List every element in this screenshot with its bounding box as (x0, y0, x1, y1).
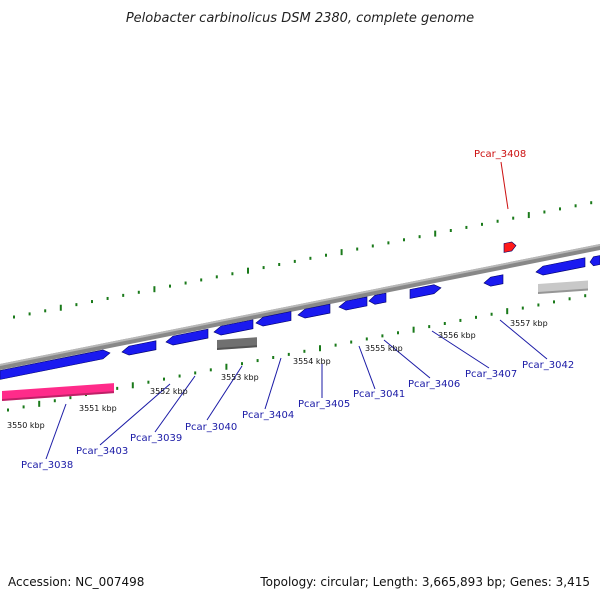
light-gene-block (538, 280, 588, 294)
leader-line (383, 339, 431, 379)
gene-arrow (297, 303, 331, 319)
gene-arrow (589, 255, 600, 267)
gene-arrow (0, 349, 111, 380)
leader-line (499, 319, 548, 360)
leader-line (99, 383, 171, 446)
leader-line (264, 357, 282, 410)
tick-label: 3554 kbp (293, 357, 331, 366)
gene-arrow (535, 257, 586, 276)
gene-arrow (409, 284, 442, 299)
tick-label-group: 3550 kbp 3551 kbp 3552 kbp 3553 kbp 3554 kbp… (7, 319, 548, 430)
genome-backbone (0, 244, 600, 370)
rna-gene-block-shadow (2, 391, 114, 401)
gene-label[interactable]: Pcar_3038 (21, 460, 73, 471)
pseudo-gene-block-shadow (217, 345, 257, 350)
label-leaders (45, 161, 548, 460)
tick-label: 3550 kbp (7, 421, 45, 430)
tick-label: 3553 kbp (221, 373, 259, 382)
gene-label[interactable]: Pcar_3041 (353, 389, 405, 400)
genome-summary: Topology: circular; Length: 3,665,893 bp… (259, 575, 590, 589)
gene-label[interactable]: Pcar_3405 (298, 399, 350, 410)
leader-line (358, 345, 376, 390)
gene-label[interactable]: Pcar_3407 (465, 369, 517, 380)
gene-arrow (213, 319, 254, 336)
leader-line (206, 365, 243, 421)
gene-arrow (368, 292, 387, 305)
tick-label: 3555 kbp (365, 344, 403, 353)
tick-label: 3551 kbp (79, 404, 117, 413)
gene-label[interactable]: Pcar_3403 (76, 446, 128, 457)
gene-label[interactable]: Pcar_3404 (242, 410, 294, 421)
leader-line (154, 375, 196, 433)
gene-arrow (165, 328, 209, 346)
outer-tick-track (13, 201, 593, 319)
gene-arrow (121, 340, 157, 356)
tick-label: 3556 kbp (438, 331, 476, 340)
gene-arrow (255, 311, 292, 327)
gene-arrow (483, 274, 504, 287)
gene-label[interactable]: Pcar_3039 (130, 433, 182, 444)
highlighted-gene-arrow (503, 241, 517, 253)
accession-label: Accession: NC_007498 (8, 575, 144, 589)
gene-label[interactable]: Pcar_3406 (408, 379, 460, 390)
gene-track (0, 241, 600, 401)
tick-label: 3557 kbp (510, 319, 548, 328)
light-gene-block-shadow (538, 288, 588, 294)
pseudo-gene-block (217, 337, 257, 350)
gene-label[interactable]: Pcar_3408 (474, 149, 526, 160)
rna-gene-block (2, 383, 114, 401)
tick-label: 3552 kbp (150, 387, 188, 396)
map-title: Pelobacter carbinolicus DSM 2380, comple… (126, 11, 474, 26)
leader-line (431, 330, 490, 369)
leader-line (45, 403, 67, 460)
gene-label[interactable]: Pcar_3040 (185, 422, 237, 433)
gene-arrow (338, 296, 368, 311)
leader-line (500, 161, 509, 210)
gene-label[interactable]: Pcar_3042 (522, 360, 574, 371)
